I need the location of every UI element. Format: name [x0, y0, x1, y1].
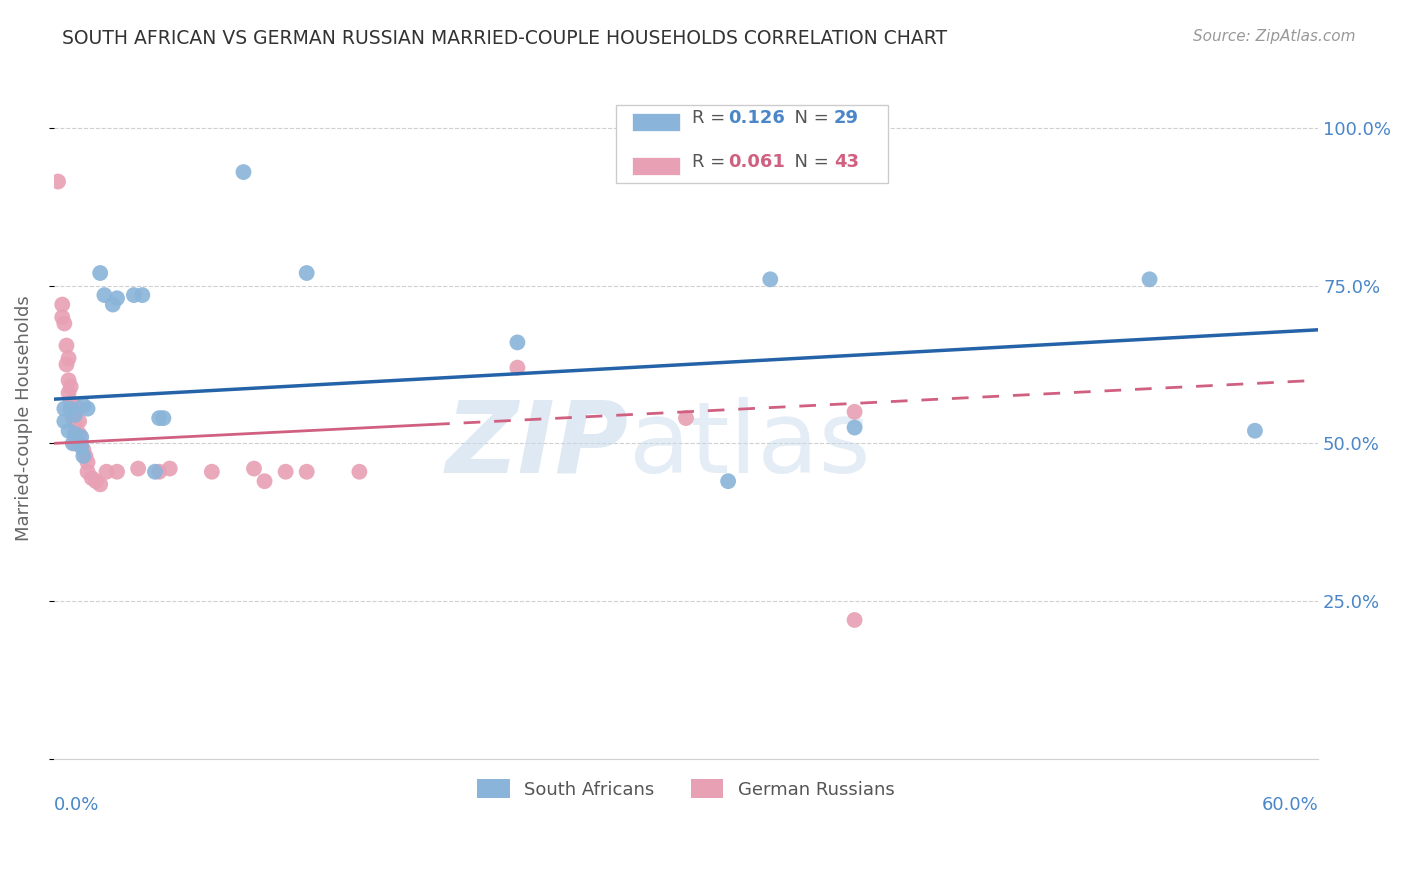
- Point: [148, 411, 170, 425]
- Point: [675, 411, 697, 425]
- Point: [59, 401, 82, 416]
- Point: [1139, 272, 1161, 286]
- Point: [67, 426, 90, 441]
- Point: [143, 465, 166, 479]
- Point: [274, 465, 297, 479]
- Point: [67, 414, 90, 428]
- Point: [62, 436, 84, 450]
- Point: [506, 360, 529, 375]
- FancyBboxPatch shape: [631, 113, 679, 130]
- Point: [72, 399, 94, 413]
- Text: 60.0%: 60.0%: [1261, 797, 1319, 814]
- Point: [127, 461, 149, 475]
- Point: [844, 613, 866, 627]
- Point: [84, 474, 107, 488]
- Text: R =: R =: [692, 109, 731, 128]
- Point: [148, 465, 170, 479]
- Point: [72, 442, 94, 457]
- Text: 0.126: 0.126: [728, 109, 785, 128]
- Point: [62, 405, 84, 419]
- Point: [75, 449, 97, 463]
- Point: [62, 411, 84, 425]
- Point: [63, 426, 86, 441]
- Point: [122, 288, 145, 302]
- Text: 43: 43: [834, 153, 859, 171]
- Point: [63, 426, 86, 441]
- Point: [70, 440, 93, 454]
- Point: [349, 465, 371, 479]
- Text: atlas: atlas: [628, 397, 870, 494]
- Point: [55, 338, 77, 352]
- Point: [101, 297, 124, 311]
- Point: [1244, 424, 1267, 438]
- Point: [46, 175, 69, 189]
- Point: [63, 399, 86, 413]
- Point: [58, 385, 80, 400]
- Text: Source: ZipAtlas.com: Source: ZipAtlas.com: [1192, 29, 1355, 44]
- Text: 29: 29: [834, 109, 859, 128]
- Point: [59, 379, 82, 393]
- Point: [76, 455, 98, 469]
- Point: [759, 272, 782, 286]
- Point: [70, 436, 93, 450]
- Point: [63, 417, 86, 432]
- Text: ZIP: ZIP: [446, 397, 628, 494]
- Point: [63, 436, 86, 450]
- Point: [844, 420, 866, 434]
- Text: R =: R =: [692, 153, 731, 171]
- Point: [53, 317, 76, 331]
- Point: [80, 471, 103, 485]
- Point: [295, 266, 318, 280]
- Point: [89, 266, 111, 280]
- Point: [152, 411, 174, 425]
- Text: 0.0%: 0.0%: [53, 797, 100, 814]
- Point: [58, 424, 80, 438]
- Point: [63, 408, 86, 422]
- Point: [53, 401, 76, 416]
- Point: [295, 465, 318, 479]
- Point: [51, 310, 73, 325]
- Point: [89, 477, 111, 491]
- Point: [844, 405, 866, 419]
- Y-axis label: Married-couple Households: Married-couple Households: [15, 295, 32, 541]
- Point: [59, 395, 82, 409]
- Point: [96, 465, 118, 479]
- Point: [93, 288, 115, 302]
- Point: [253, 474, 276, 488]
- FancyBboxPatch shape: [616, 104, 889, 183]
- Point: [131, 288, 153, 302]
- Text: SOUTH AFRICAN VS GERMAN RUSSIAN MARRIED-COUPLE HOUSEHOLDS CORRELATION CHART: SOUTH AFRICAN VS GERMAN RUSSIAN MARRIED-…: [62, 29, 948, 47]
- Point: [232, 165, 254, 179]
- Point: [159, 461, 181, 475]
- Point: [105, 291, 128, 305]
- Point: [243, 461, 266, 475]
- Text: 0.061: 0.061: [728, 153, 785, 171]
- Point: [58, 351, 80, 366]
- Point: [76, 401, 98, 416]
- Point: [201, 465, 224, 479]
- Point: [506, 335, 529, 350]
- Legend: South Africans, German Russians: South Africans, German Russians: [468, 771, 904, 807]
- Point: [53, 414, 76, 428]
- Text: N =: N =: [783, 153, 835, 171]
- Point: [55, 358, 77, 372]
- Point: [51, 297, 73, 311]
- Point: [70, 430, 93, 444]
- Point: [58, 373, 80, 387]
- Point: [76, 465, 98, 479]
- FancyBboxPatch shape: [631, 157, 679, 175]
- Point: [63, 408, 86, 422]
- Point: [72, 449, 94, 463]
- Text: N =: N =: [783, 109, 835, 128]
- Point: [717, 474, 740, 488]
- Point: [105, 465, 128, 479]
